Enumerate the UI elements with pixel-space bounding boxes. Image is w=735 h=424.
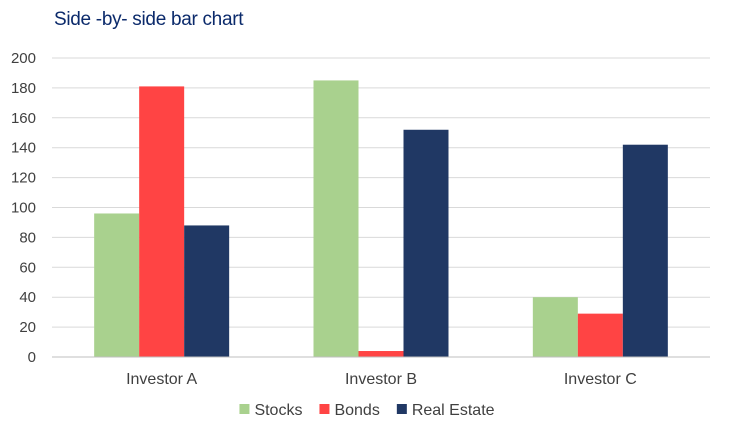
bar-real-estate-investor-a — [184, 225, 230, 357]
bar-stocks-investor-b — [313, 80, 359, 358]
bar-stocks-investor-c — [532, 297, 578, 357]
legend-label: Bonds — [334, 402, 379, 419]
x-tick-label: Investor A — [126, 371, 197, 388]
legend-swatch-stocks — [239, 404, 250, 414]
y-tick-label: 0 — [28, 349, 36, 366]
bar-bonds-investor-c — [577, 313, 623, 357]
y-tick-label: 20 — [19, 319, 36, 336]
y-tick-label: 60 — [19, 259, 36, 276]
x-tick-label: Investor B — [345, 371, 417, 388]
bar-real-estate-investor-b — [403, 129, 449, 357]
legend-label: Real Estate — [412, 402, 495, 419]
legend-swatch-bonds — [319, 404, 330, 414]
y-tick-label: 40 — [19, 289, 36, 306]
legend-label: Stocks — [254, 402, 302, 419]
y-tick-label: 120 — [11, 170, 36, 187]
bar-bonds-investor-a — [139, 86, 185, 357]
y-tick-label: 80 — [19, 229, 36, 246]
bar-real-estate-investor-c — [622, 144, 668, 357]
bar-stocks-investor-a — [94, 213, 140, 357]
y-tick-label: 160 — [11, 110, 36, 127]
chart-title: Side -by- side bar chart — [54, 9, 244, 30]
bar-bonds-investor-b — [358, 351, 404, 357]
y-tick-label: 180 — [11, 80, 36, 97]
legend-swatch-real-estate — [396, 404, 407, 414]
x-tick-label: Investor C — [564, 371, 637, 388]
y-tick-label: 200 — [11, 50, 36, 67]
y-tick-label: 140 — [11, 140, 36, 157]
y-tick-label: 100 — [11, 200, 36, 217]
